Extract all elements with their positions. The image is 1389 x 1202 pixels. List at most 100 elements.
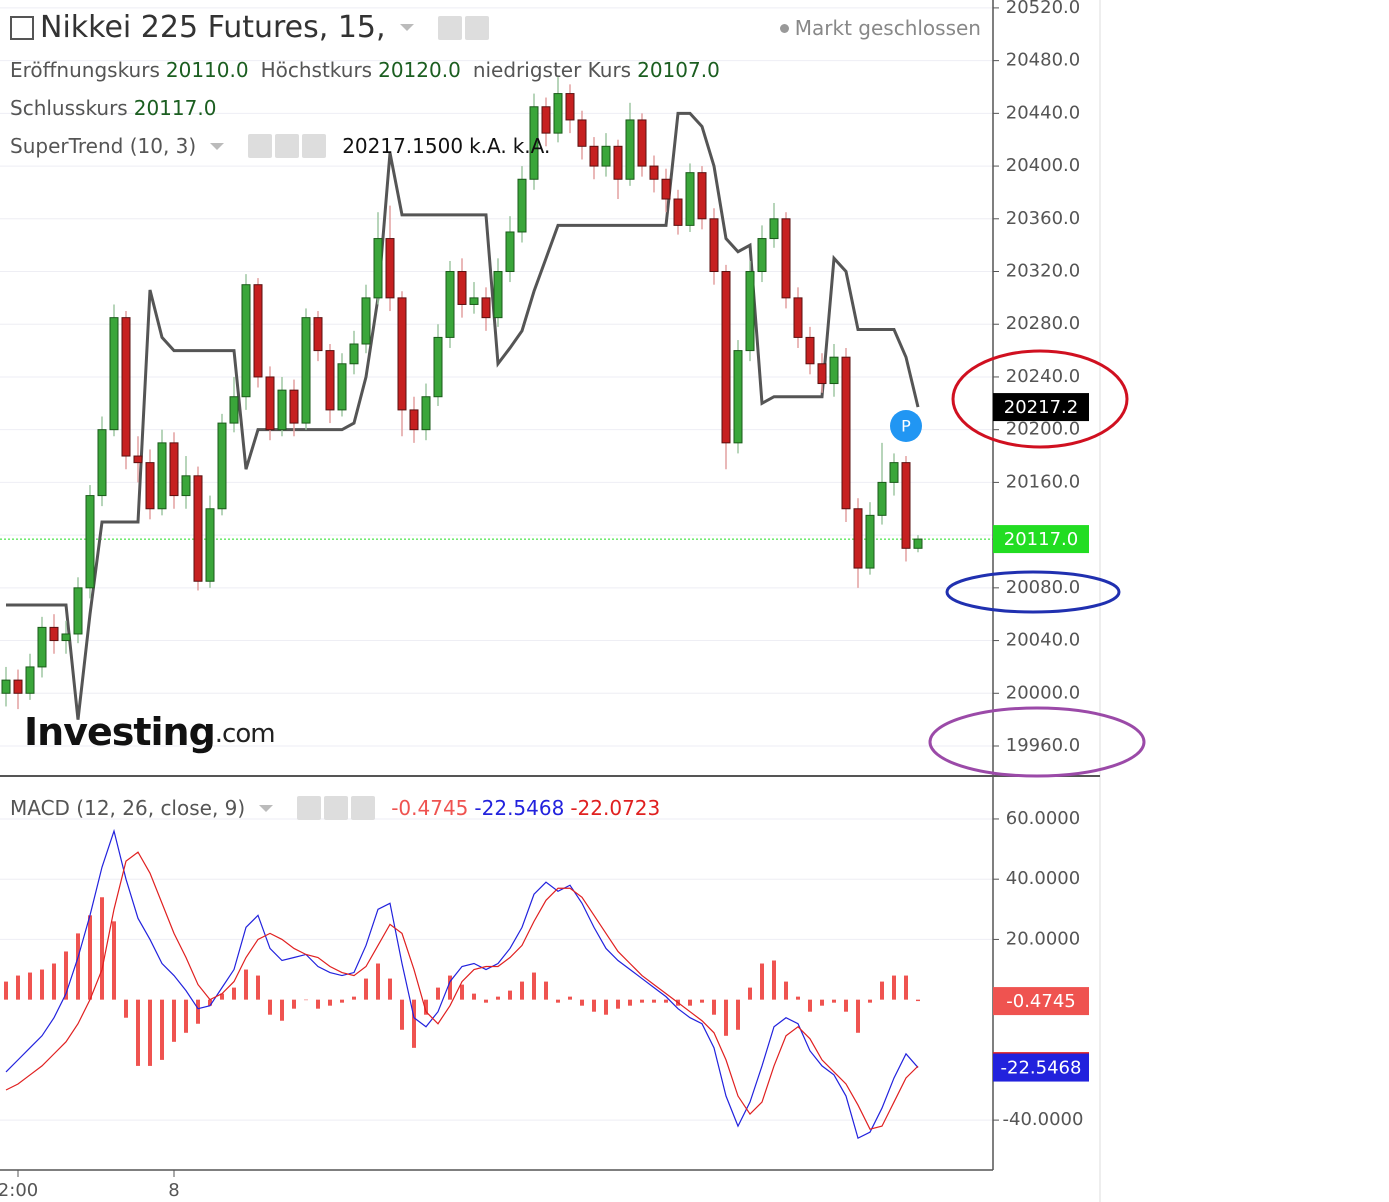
candle-body (589, 145, 599, 167)
y-tick-label: -40.0000 (1003, 1109, 1084, 1130)
candle-body (577, 119, 587, 147)
histogram-bar (28, 972, 32, 1000)
candle-body (901, 462, 911, 549)
histogram-bar (172, 999, 176, 1042)
histogram-bar (652, 999, 656, 1003)
candle-body (445, 271, 455, 338)
candle-body (565, 93, 575, 121)
candle-body (397, 297, 407, 411)
eye-icon[interactable] (297, 796, 322, 820)
price-tag (993, 393, 1089, 422)
candle-body (637, 119, 647, 167)
event-marker[interactable] (890, 410, 922, 442)
y-tick-label: 20080.0 (1006, 577, 1080, 598)
candle-body (745, 271, 755, 352)
histogram-bar (124, 999, 128, 1018)
histogram-bar (160, 999, 164, 1060)
legend-value: 20110.0 (165, 58, 249, 82)
candle-body (709, 218, 719, 273)
highlight-ellipse (928, 706, 1146, 778)
histogram-bar (316, 999, 320, 1009)
supertrend-line (6, 111, 920, 720)
histogram-bar (148, 999, 152, 1066)
histogram-bar (100, 897, 104, 1000)
candle-body (385, 238, 395, 299)
eye-icon[interactable] (437, 15, 462, 40)
dropdown[interactable] (399, 24, 414, 31)
candle-body (661, 178, 671, 200)
legend-value: 20117.0 (133, 96, 217, 120)
candle-body (133, 455, 143, 464)
x-tick-label: 2:00 (0, 1180, 38, 1201)
close-icon[interactable] (351, 796, 376, 820)
y-tick-label: 20400.0 (1006, 155, 1080, 176)
histogram-bar (592, 999, 596, 1012)
settings-icon[interactable] (275, 134, 300, 158)
histogram-bar (520, 981, 524, 1000)
histogram-bar (340, 999, 344, 1003)
histogram-bar (16, 975, 20, 1000)
histogram-bar (472, 993, 476, 1000)
watermark-main: Investing (24, 710, 215, 754)
candle-body (61, 633, 71, 642)
macd-line (5, 828, 919, 1140)
histogram-bar (796, 996, 800, 1000)
price-tag-label: -22.5468 (1001, 1058, 1082, 1079)
candle-body (217, 422, 227, 510)
candle-body (265, 376, 275, 431)
histogram-bar (484, 999, 488, 1003)
x-tick-label: 8 (168, 1180, 179, 1201)
candle-body (493, 271, 503, 319)
watermark: Investing.com (24, 710, 275, 754)
histogram-bar (664, 999, 668, 1003)
histogram-bar (136, 999, 140, 1066)
histogram-bar (88, 915, 92, 1000)
histogram-bar (256, 975, 260, 1000)
candle-body (25, 666, 35, 694)
candle-body (109, 317, 119, 431)
event-marker-label[interactable]: P (901, 417, 911, 436)
price-tag (993, 987, 1089, 1016)
dropdown[interactable] (259, 804, 274, 812)
macd-legend-value: -22.0723 (570, 796, 661, 820)
histogram-bar (568, 996, 572, 1000)
histogram-bar (76, 933, 80, 1000)
candle-body (49, 626, 59, 642)
macd-row: MACD (12, 26, close, 9) -0.4745 -22.5468… (10, 796, 660, 820)
price-tag (993, 525, 1089, 554)
eye-icon[interactable] (248, 134, 273, 158)
settings-icon[interactable] (464, 15, 489, 40)
dropdown[interactable] (210, 142, 225, 150)
candle-body (733, 350, 743, 444)
candle-body (253, 284, 263, 378)
settings-icon[interactable] (324, 796, 349, 820)
price-tag (993, 1053, 1089, 1082)
collapse-box[interactable] (10, 15, 34, 40)
y-tick-label: 20.0000 (1006, 928, 1080, 949)
candle-body (817, 363, 827, 385)
histogram-bar (40, 969, 44, 1000)
histogram-bar (400, 999, 404, 1030)
status-text: Markt geschlossen (794, 16, 981, 40)
histogram-bar (508, 990, 512, 1000)
close-row: Schlusskurs 20117.0 (10, 96, 222, 120)
close-icon[interactable] (302, 134, 327, 158)
histogram-bar (460, 984, 464, 1000)
histogram-bar (772, 960, 776, 1000)
histogram-bar (244, 969, 248, 1000)
candle-body (625, 119, 635, 180)
candle-body (841, 356, 851, 510)
axis: 19960.0 20000.0 20040.0 20080.0 20120.0 20160… (0, 0, 1089, 1201)
candle-body (553, 93, 563, 134)
histogram-bar (220, 993, 224, 1000)
indicator-row: SuperTrend (10, 3) 20217.1500 k.A. k.A. (10, 134, 550, 158)
candle-body (289, 389, 299, 424)
candle-body (781, 218, 791, 299)
legend-label: niedrigster Kurs (472, 58, 632, 82)
candle-body (505, 231, 515, 273)
candle-body (373, 238, 383, 299)
candle-body (37, 626, 47, 668)
histogram-bar (844, 999, 848, 1012)
histogram-bar (712, 999, 716, 1015)
